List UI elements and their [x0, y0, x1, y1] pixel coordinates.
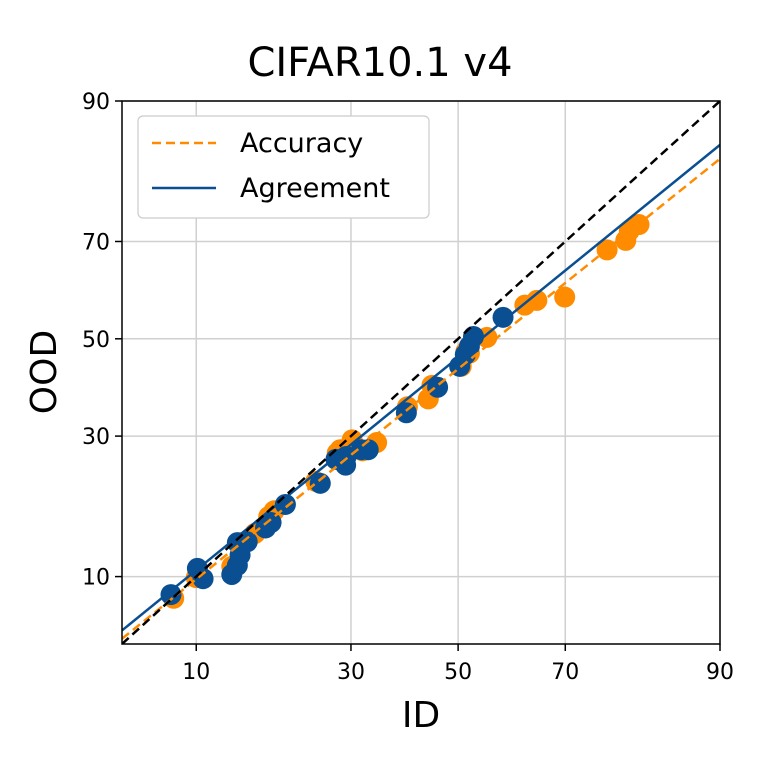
y-tick-label: 10 — [82, 566, 110, 591]
y-tick-label: 50 — [82, 328, 110, 353]
x-tick-label: 50 — [444, 660, 472, 685]
x-axis-title: ID — [402, 695, 440, 736]
accuracy-point — [554, 286, 576, 308]
agreement-fit-line — [122, 143, 720, 632]
x-tick-label: 70 — [551, 660, 579, 685]
agreement-point — [160, 584, 182, 606]
x-tick-label: 90 — [706, 660, 734, 685]
agreement-point — [260, 512, 282, 534]
chart-title: CIFAR10.1 v4 — [247, 40, 512, 86]
legend-agreement-label: Agreement — [240, 173, 390, 204]
y-tick-label: 90 — [82, 90, 110, 115]
accuracy-fit-line — [122, 157, 720, 640]
accuracy-point — [526, 289, 548, 311]
x-tick-label: 30 — [337, 660, 365, 685]
y-tick-label: 30 — [82, 425, 110, 450]
legend: Accuracy Agreement — [137, 115, 430, 219]
plot-area — [122, 101, 720, 644]
x-tick-label: 10 — [182, 660, 210, 685]
identity-reference-line — [122, 101, 720, 644]
plot-frame — [121, 100, 721, 645]
agreement-point — [492, 306, 514, 328]
legend-accuracy-label: Accuracy — [240, 128, 363, 159]
y-axis-title: OOD — [24, 330, 65, 414]
legend-box — [137, 115, 430, 219]
agreement-point — [309, 472, 331, 494]
y-tick-label: 70 — [82, 230, 110, 255]
axes: 10 30 50 70 90 10 30 50 70 90 — [82, 90, 734, 685]
